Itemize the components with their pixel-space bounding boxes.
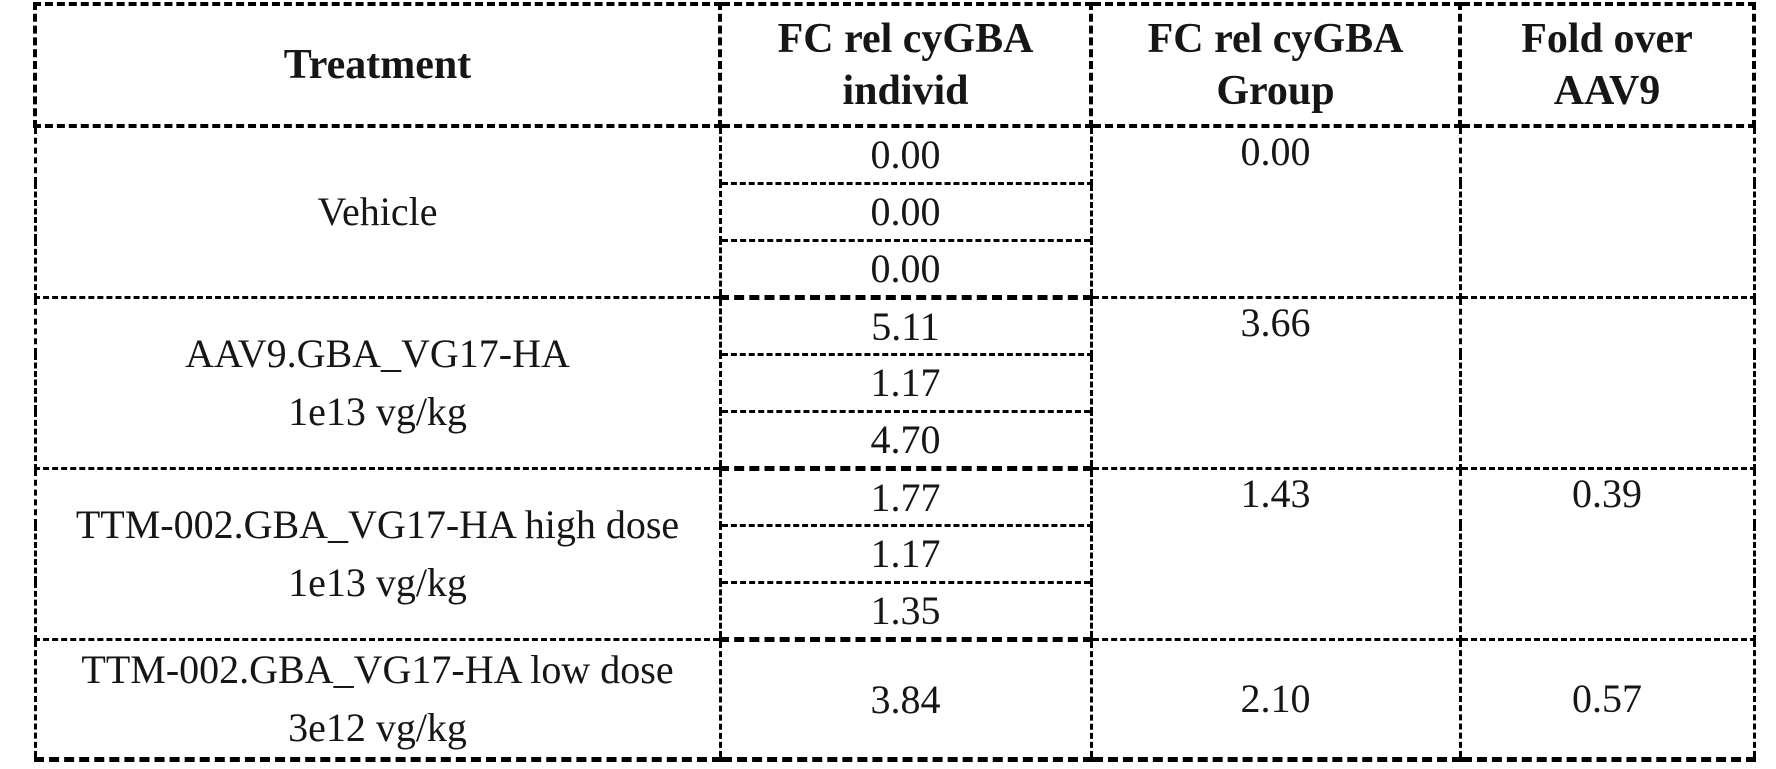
- treatment-dose: 1e13 vg/kg: [288, 559, 467, 605]
- fold-value-cell: [1458, 124, 1756, 299]
- individ-value-cell: 0.00: [718, 238, 1093, 300]
- treatment-name: Vehicle: [317, 188, 438, 234]
- table-row: AAV9.GBA_VG17-HA 1e13 vg/kg 5.11 3.66: [33, 295, 1756, 470]
- treatment-cell-ttm-high: TTM-002.GBA_VG17-HA high dose 1e13 vg/kg: [33, 466, 722, 641]
- table-row: Vehicle 0.00 0.00: [33, 124, 1756, 299]
- header-row: Treatment FC rel cyGBA individ FC rel cy…: [33, 2, 1756, 128]
- treatment-name: AAV9.GBA_VG17-HA: [185, 330, 570, 376]
- table-row: TTM-002.GBA_VG17-HA high dose 1e13 vg/kg…: [33, 466, 1756, 641]
- individ-value-cell: 0.00: [718, 124, 1093, 185]
- group-value-cell: 1.43: [1089, 466, 1462, 641]
- col-header-fc-group: FC rel cyGBA Group: [1089, 2, 1462, 128]
- individ-value-cell: 1.17: [718, 523, 1093, 584]
- individ-value-cell: 3.84: [718, 637, 1093, 762]
- table-row: 4.70: [35, 409, 1754, 471]
- fold-value-cell: 0.57: [1458, 637, 1756, 762]
- fold-value-cell: [1458, 295, 1756, 470]
- individ-value-cell: 1.17: [718, 352, 1093, 413]
- fold-value-cell: 0.39: [1458, 466, 1756, 641]
- table-row: TTM-002.GBA_VG17-HA low dose 3e12 vg/kg …: [33, 637, 1756, 762]
- col-header-fold-over-aav9: Fold over AAV9: [1458, 2, 1756, 128]
- group-value-cell: 2.10: [1089, 637, 1462, 762]
- treatment-cell-aav9: AAV9.GBA_VG17-HA 1e13 vg/kg: [33, 295, 722, 470]
- individ-value-cell: 4.70: [718, 409, 1093, 471]
- treatment-cell-vehicle: Vehicle: [33, 124, 722, 299]
- table-row: 1.17: [35, 352, 1754, 413]
- treatment-dose: 3e12 vg/kg: [288, 704, 467, 750]
- table-row: 1.35: [35, 580, 1754, 642]
- individ-value-cell: 0.00: [718, 181, 1093, 242]
- table-row: 0.00: [35, 238, 1754, 300]
- table-row: 1.17: [35, 523, 1754, 584]
- treatment-name: TTM-002.GBA_VG17-HA high dose: [75, 501, 680, 547]
- treatment-name: TTM-002.GBA_VG17-HA low dose: [81, 646, 674, 692]
- table-row: 0.00: [35, 181, 1754, 242]
- individ-value-cell: 1.77: [718, 466, 1093, 527]
- treatment-cell-ttm-low: TTM-002.GBA_VG17-HA low dose 3e12 vg/kg: [33, 637, 722, 762]
- col-header-fc-individ: FC rel cyGBA individ: [718, 2, 1093, 128]
- individ-value-cell: 5.11: [718, 295, 1093, 356]
- results-table: Treatment FC rel cyGBA individ FC rel cy…: [33, 2, 1756, 762]
- treatment-dose: 1e13 vg/kg: [288, 388, 467, 434]
- individ-value-cell: 1.35: [718, 580, 1093, 642]
- group-value-cell: 0.00: [1089, 124, 1462, 299]
- group-value-cell: 3.66: [1089, 295, 1462, 470]
- col-header-treatment: Treatment: [33, 2, 722, 128]
